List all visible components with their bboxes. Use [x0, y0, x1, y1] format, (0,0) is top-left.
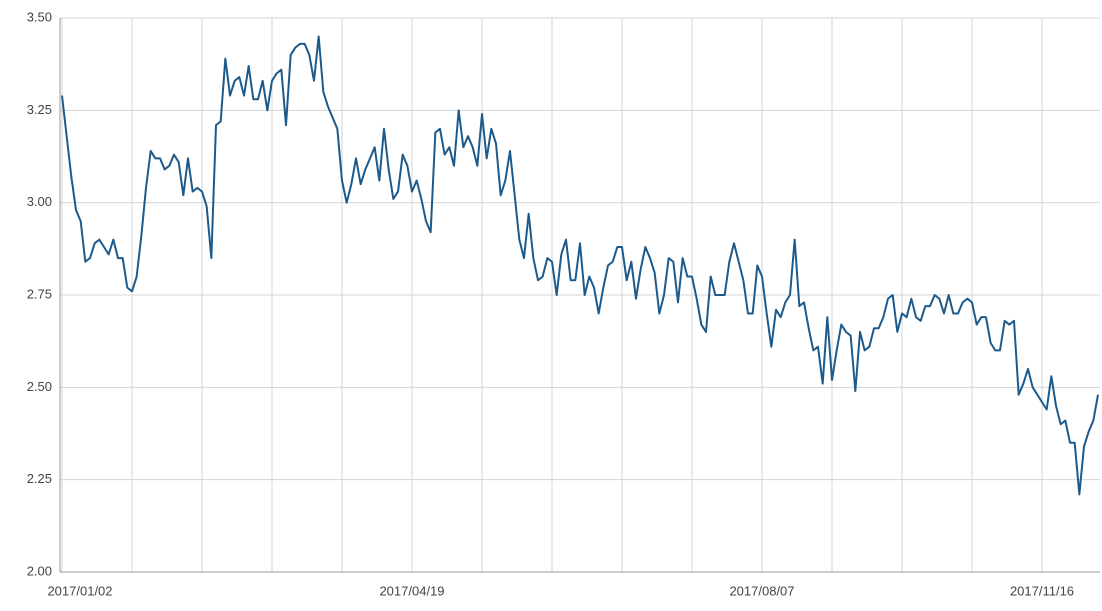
y-tick-label: 2.75 [27, 286, 52, 301]
x-tick-label: 2017/01/02 [47, 583, 112, 598]
y-tick-label: 2.00 [27, 563, 52, 578]
y-tick-label: 2.25 [27, 471, 52, 486]
line-series [61, 35, 1099, 496]
y-tick-label: 3.00 [27, 194, 52, 209]
x-tick-label: 2017/04/19 [379, 583, 444, 598]
x-tick-label: 2017/08/07 [729, 583, 794, 598]
y-tick-label: 3.25 [27, 102, 52, 117]
y-tick-label: 3.50 [27, 9, 52, 24]
y-tick-label: 2.50 [27, 379, 52, 394]
x-tick-label: 2017/11/16 [1010, 583, 1074, 598]
